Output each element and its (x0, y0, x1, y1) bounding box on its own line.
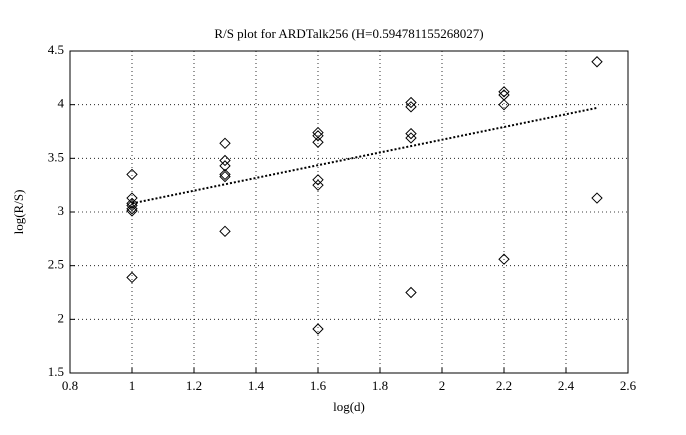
y-tick-label: 4 (58, 96, 65, 111)
data-point (405, 132, 417, 144)
data-point (312, 179, 324, 191)
data-point (312, 323, 324, 335)
data-point (405, 286, 417, 299)
data-point (498, 253, 510, 265)
x-tick-label: 1.8 (372, 378, 388, 393)
x-tick-label: 2.4 (558, 378, 575, 393)
x-tick-label: 1 (129, 378, 136, 393)
data-point (126, 199, 138, 212)
x-tick-label: 2.6 (620, 378, 637, 393)
data-point (219, 160, 231, 172)
y-axis-label: log(R/S) (11, 190, 26, 235)
data-point (126, 205, 138, 217)
data-point (126, 197, 138, 210)
data-point (126, 203, 138, 215)
data-point (498, 98, 510, 111)
y-tick-label: 4.5 (48, 42, 64, 57)
data-point (312, 130, 324, 142)
data-point (126, 271, 138, 284)
y-tick-label: 2.5 (48, 257, 64, 272)
data-point (591, 56, 603, 68)
y-tick-label: 1.5 (48, 364, 64, 379)
data-point (219, 154, 231, 167)
x-tick-label: 1.2 (186, 378, 202, 393)
fit-line (131, 106, 598, 205)
y-tick-label: 3.5 (48, 149, 64, 164)
data-point (498, 86, 510, 98)
data-point (405, 127, 417, 140)
chart-title: R/S plot for ARDTalk256 (H=0.59478115526… (214, 26, 483, 41)
data-point (219, 168, 231, 181)
data-point (312, 136, 324, 148)
x-axis-label: log(d) (333, 399, 365, 414)
x-tick-label: 2 (439, 378, 446, 393)
data-point (219, 170, 231, 183)
y-tick-label: 3 (58, 203, 65, 218)
x-tick-label: 1.4 (248, 378, 265, 393)
data-point (591, 192, 603, 204)
x-tick-label: 0.8 (62, 378, 78, 393)
data-point (219, 137, 231, 150)
data-point (312, 174, 324, 186)
y-tick-label: 2 (58, 310, 65, 325)
x-tick-label: 1.6 (310, 378, 327, 393)
x-tick-label: 2.2 (496, 378, 512, 393)
data-point (405, 101, 417, 113)
data-point (405, 96, 417, 109)
data-point (126, 168, 138, 181)
plot-frame (69, 50, 629, 374)
data-point (219, 225, 231, 238)
